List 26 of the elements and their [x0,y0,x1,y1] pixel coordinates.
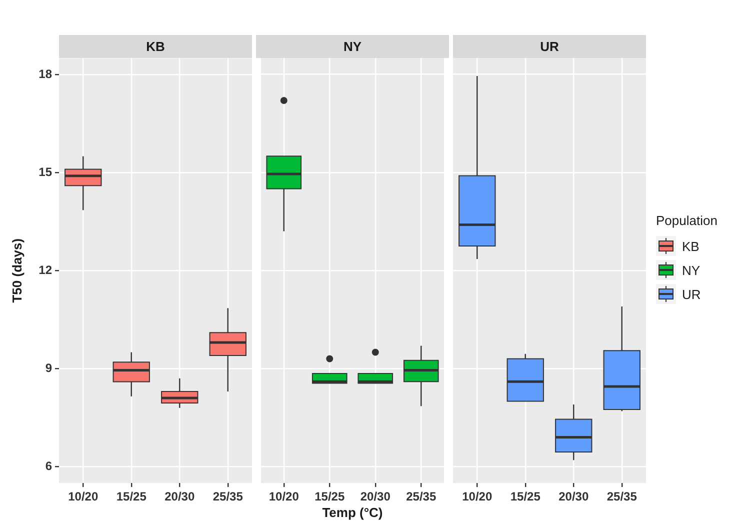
legend-title: Population [656,213,718,228]
x-axis-title: Temp (°C) [321,505,384,520]
y-axis-title: T50 (days) [9,238,24,303]
legend-label: UR [682,286,701,302]
x-tick-label: 20/30 [360,490,391,504]
y-tick-label: 9 [45,360,52,375]
x-tick-label: 15/25 [510,490,541,504]
chart-title: NY [343,39,362,54]
x-tick-label: 10/20 [68,490,98,504]
x-tick-label: 15/25 [116,490,147,504]
x-tick-label: 10/20 [268,490,300,504]
x-tick-label: 20/30 [558,490,589,504]
chart-title: KB [146,39,165,54]
x-tick-label: 15/25 [314,490,345,504]
x-tick-label: 25/35 [406,490,436,504]
x-tick-label: 20/30 [164,490,195,504]
legend-label: KB [682,238,700,254]
y-tick-label: 6 [45,458,52,473]
y-tick-label: 15 [38,164,52,179]
x-tick-label: 25/35 [212,490,244,504]
x-tick-label: 10/20 [462,490,492,504]
y-tick-label: 12 [38,262,52,277]
legend-label: NY [682,262,700,278]
chart-title: UR [540,39,559,54]
y-tick-label: 18 [38,66,52,81]
x-tick-label: 25/35 [606,490,638,504]
